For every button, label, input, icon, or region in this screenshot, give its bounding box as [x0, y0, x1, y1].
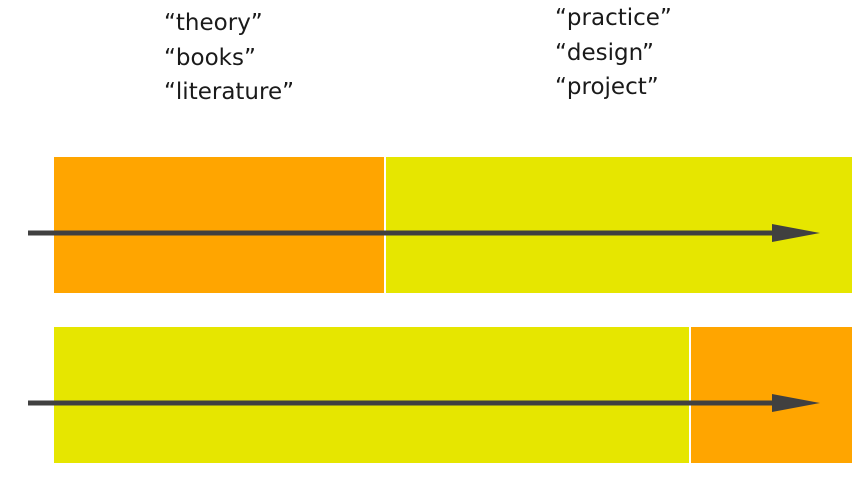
timeline-arrow-bottom-icon — [28, 394, 820, 412]
label-literature: “literature” — [164, 79, 295, 105]
label-design: “design” — [555, 39, 654, 66]
label-theory: “theory” — [164, 10, 263, 36]
timeline-top-segment-1-theory — [54, 157, 385, 293]
label-books: “books” — [164, 44, 256, 71]
timeline-band-bottom — [54, 327, 852, 463]
label-practice: “practice” — [555, 5, 672, 31]
practice-labels: “practice” “design” “project” — [555, 1, 672, 105]
timeline-bottom-segment-2-theory — [689, 327, 852, 463]
timeline-arrow-top-icon — [28, 224, 820, 242]
timeline-bottom-segment-1-practice — [54, 327, 690, 463]
theory-labels: “theory” “books” “literature” — [164, 6, 294, 110]
label-project: “project” — [555, 74, 659, 100]
